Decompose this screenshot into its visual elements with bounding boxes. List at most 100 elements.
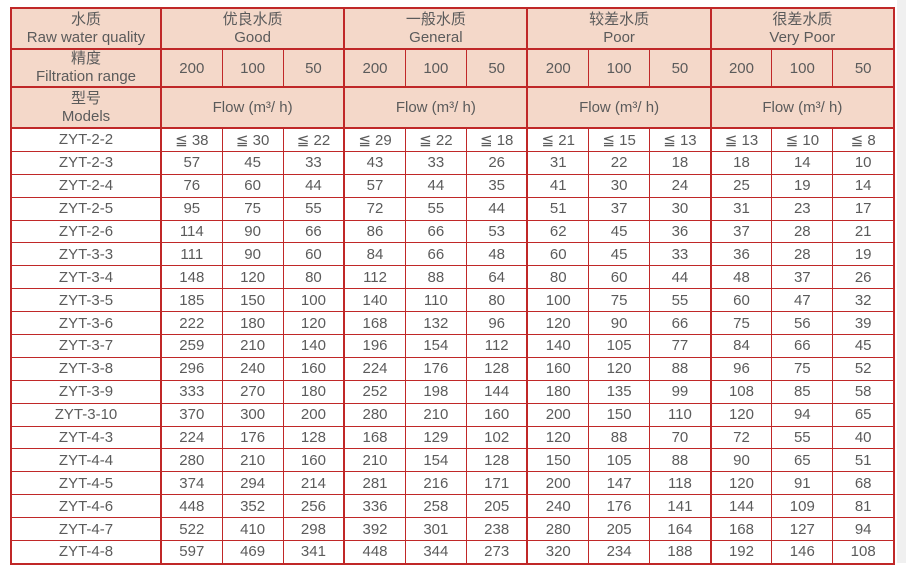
flow-value-cell: 301 — [404, 517, 467, 542]
flow-value-cell: 296 — [159, 356, 223, 381]
model-cell: ZYT-2-3 — [10, 150, 162, 175]
flow-value-cell: 37 — [588, 196, 651, 221]
flow-value-cell: 259 — [159, 334, 223, 358]
flow-value-cell: 58 — [832, 379, 895, 404]
flow-value-cell: 280 — [343, 402, 406, 427]
flow-value-cell: 210 — [221, 334, 284, 358]
flow-value-cell: 30 — [649, 196, 712, 221]
flow-value-cell: 216 — [404, 471, 467, 496]
flow-value-cell: 222 — [159, 311, 223, 336]
flow-value-cell: 26 — [832, 265, 895, 290]
flow-value-cell: 99 — [649, 379, 712, 404]
group-poor-en: Poor — [603, 28, 635, 46]
flow-value-cell: 55 — [771, 425, 834, 450]
flow-value-cell: 120 — [588, 356, 651, 381]
flow-value-cell: 140 — [282, 334, 345, 358]
flow-value-cell: ≦ 38 — [159, 127, 223, 152]
flow-value-cell: 37 — [771, 265, 834, 290]
page-edge-strip — [897, 0, 906, 563]
flow-value-cell: 66 — [404, 219, 467, 244]
flow-value-cell: 120 — [709, 402, 773, 427]
flow-value-cell: 196 — [343, 334, 406, 358]
table-row: ZYT-2-6 114 90 66 86 66 53 62 45 36 37 28 21 — [10, 219, 895, 244]
flow-value-cell: 160 — [465, 402, 528, 427]
flow-value-cell: 150 — [221, 288, 284, 313]
flow-value-cell: 210 — [343, 448, 406, 473]
flow-value-cell: 60 — [588, 265, 651, 290]
corner-filtration-range: 精度 Filtration range — [10, 48, 162, 88]
flow-value-cell: 224 — [159, 425, 223, 450]
flow-value-cell: 176 — [221, 425, 284, 450]
group-good-en: Good — [234, 28, 271, 46]
flow-value-cell: 188 — [649, 540, 712, 565]
header-row-filtration: 精度 Filtration range 200 100 50 200 100 5… — [10, 48, 895, 88]
corner-filtration-zh: 精度 — [70, 50, 101, 67]
flow-unit-label: Flow (m³/ h) — [709, 86, 895, 129]
table-row: ZYT-4-5 374 294 214 281 216 171 200 147 118 120 91 6… — [10, 471, 895, 496]
flow-unit-label: Flow (m³/ h) — [343, 86, 528, 129]
flow-value-cell: 32 — [832, 288, 895, 313]
flow-value-cell: 41 — [526, 173, 590, 198]
flow-value-cell: 108 — [709, 379, 773, 404]
flow-value-cell: 40 — [832, 425, 895, 450]
flow-value-cell: 120 — [526, 425, 590, 450]
model-cell: ZYT-2-2 — [10, 127, 162, 152]
flow-value-cell: 185 — [159, 288, 223, 313]
flow-value-cell: 60 — [526, 242, 590, 267]
flow-value-cell: 258 — [404, 494, 467, 519]
flow-value-cell: 45 — [221, 150, 284, 175]
flow-value-cell: 52 — [832, 356, 895, 381]
flow-value-cell: 14 — [832, 173, 895, 198]
flow-value-cell: 95 — [159, 196, 223, 221]
model-cell: ZYT-3-9 — [10, 379, 162, 404]
corner-filtration-en: Filtration range — [35, 68, 137, 85]
flow-value-cell: 100 — [282, 288, 345, 313]
flow-value-cell: ≦ 22 — [282, 127, 345, 152]
flow-value-cell: 48 — [465, 242, 528, 267]
flow-value-cell: 31 — [709, 196, 773, 221]
flow-value-cell: 180 — [221, 311, 284, 336]
flow-value-cell: 252 — [343, 379, 406, 404]
flow-value-cell: 60 — [221, 173, 284, 198]
flow-value-cell: 112 — [465, 334, 528, 358]
flow-value-cell: 370 — [159, 402, 223, 427]
flow-value-cell: 597 — [159, 540, 223, 565]
flow-value-cell: 198 — [404, 379, 467, 404]
table-row: ZYT-2-4 76 60 44 57 44 35 41 30 24 25 19 14 — [10, 173, 895, 198]
flow-value-cell: 298 — [282, 517, 345, 542]
corner-models: 型号 Models — [10, 86, 162, 129]
flow-value-cell: 522 — [159, 517, 223, 542]
flow-value-cell: 148 — [159, 265, 223, 290]
flow-value-cell: 120 — [526, 311, 590, 336]
flow-value-cell: 147 — [588, 471, 651, 496]
flow-value-cell: 100 — [526, 288, 590, 313]
flow-value-cell: 45 — [832, 334, 895, 358]
flow-value-cell: ≦ 13 — [649, 127, 712, 152]
corner-models-zh: 型号 — [70, 89, 101, 107]
flow-value-cell: 18 — [709, 150, 773, 175]
model-cell: ZYT-3-3 — [10, 242, 162, 267]
model-cell: ZYT-3-4 — [10, 265, 162, 290]
flow-value-cell: 19 — [832, 242, 895, 267]
model-cell: ZYT-2-5 — [10, 196, 162, 221]
group-very-poor-en: Very Poor — [769, 28, 836, 46]
flow-value-cell: 30 — [588, 173, 651, 198]
flow-value-cell: 120 — [221, 265, 284, 290]
flow-value-cell: 22 — [588, 150, 651, 175]
flow-value-cell: 210 — [404, 402, 467, 427]
flow-value-cell: 37 — [709, 219, 773, 244]
flow-value-cell: 90 — [588, 311, 651, 336]
flow-value-cell: 150 — [526, 448, 590, 473]
group-poor-zh: 较差水质 — [589, 10, 650, 28]
flow-value-cell: 144 — [465, 379, 528, 404]
filtration-value: 50 — [832, 48, 895, 88]
flow-value-cell: 31 — [526, 150, 590, 175]
table-row: ZYT-2-5 95 75 55 72 55 44 51 37 30 31 23 17 — [10, 196, 895, 221]
flow-value-cell: 88 — [588, 425, 651, 450]
flow-unit-label: Flow (m³/ h) — [159, 86, 345, 129]
flow-value-cell: 192 — [709, 540, 773, 565]
flow-value-cell: 154 — [404, 334, 467, 358]
filtration-value: 100 — [404, 48, 467, 88]
flow-value-cell: 35 — [465, 173, 528, 198]
quality-group-general: 一般水质 General — [343, 7, 528, 50]
